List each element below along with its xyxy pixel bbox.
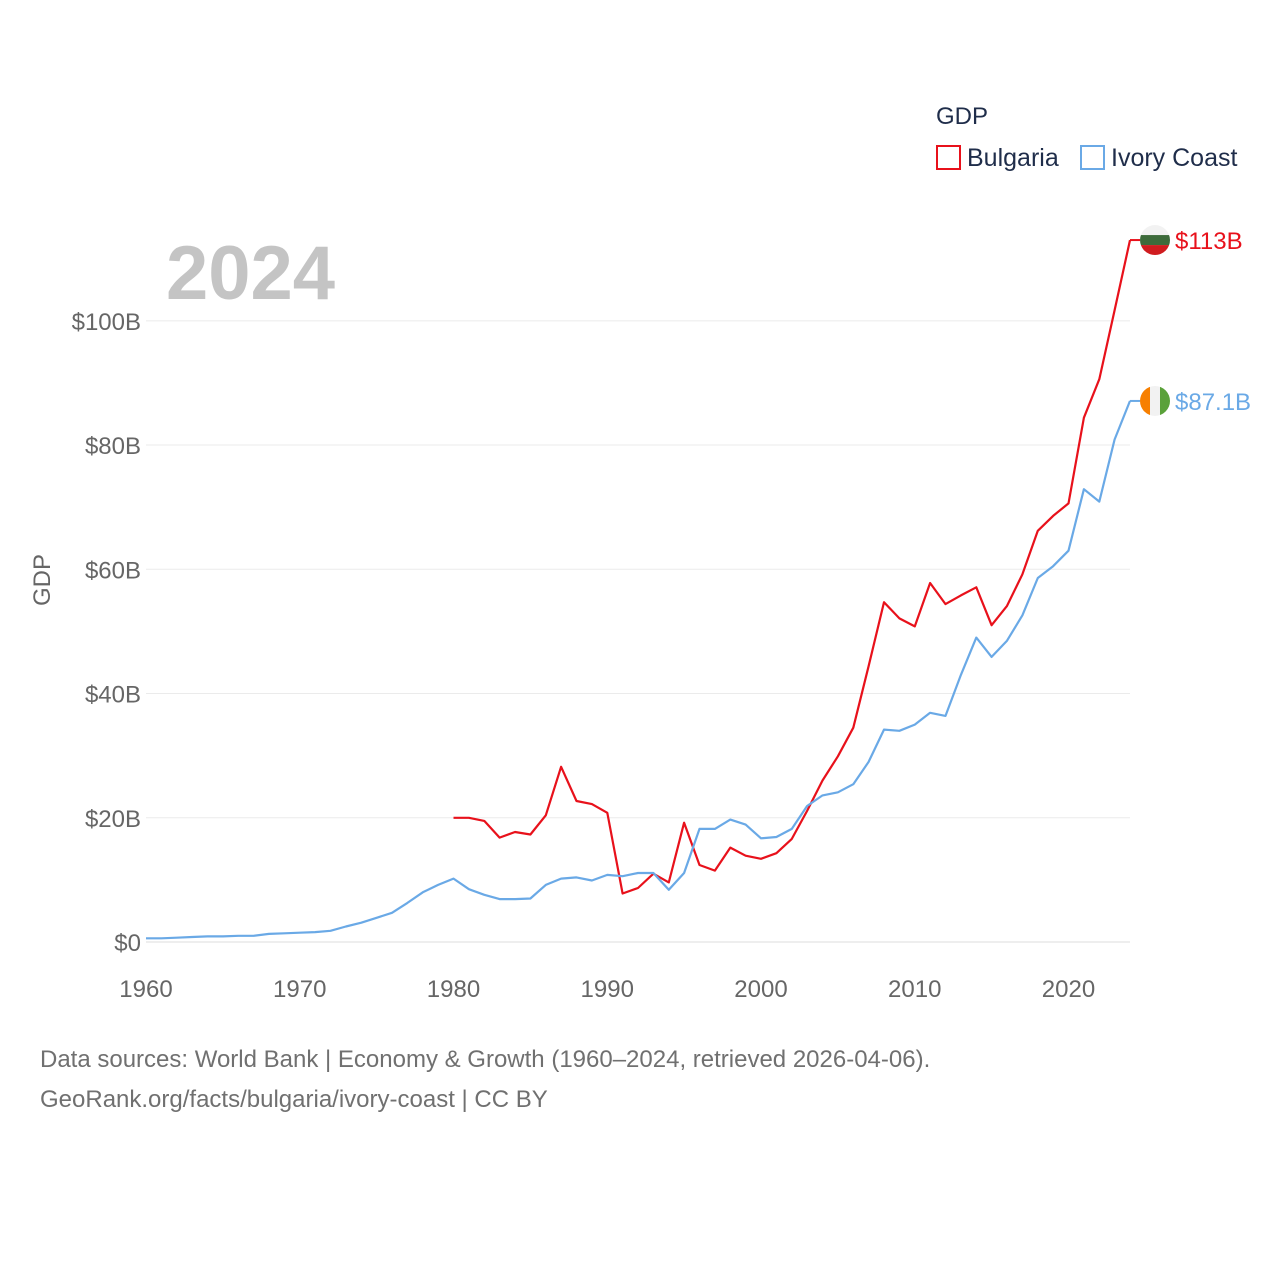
bulgaria-flag-icon <box>1140 225 1170 256</box>
y-tick-label: $40B <box>85 682 141 709</box>
year-label: 2024 <box>166 231 335 316</box>
x-tick-label: 1960 <box>119 976 172 1003</box>
source-note: Data sources: World Bank | Economy & Gro… <box>40 1040 1240 1120</box>
y-tick-label: $0 <box>114 930 141 957</box>
x-tick-label: 2020 <box>1042 976 1095 1003</box>
x-tick-label: 1980 <box>427 976 480 1003</box>
y-tick-label: $80B <box>85 433 141 460</box>
y-tick-label: $20B <box>85 806 141 833</box>
x-tick-label: 2000 <box>734 976 787 1003</box>
end-label-bulgaria: $113B <box>1175 228 1243 255</box>
y-axis-ticks: $0 $20B $40B $60B $80B $100B <box>72 309 141 957</box>
grid-lines <box>146 320 1130 943</box>
legend-label-bulgaria[interactable]: Bulgaria <box>967 144 1059 172</box>
series-end-markers: $113B $87.1B <box>1130 225 1251 416</box>
x-axis-ticks: 1960 1970 1980 1990 2000 2010 2020 <box>119 976 1095 1003</box>
legend-swatch-ivory-coast <box>1080 145 1105 170</box>
series-line-ivory-coast[interactable] <box>146 400 1132 940</box>
end-label-ivory-coast: $87.1B <box>1175 389 1251 416</box>
source-line-1: Data sources: World Bank | Economy & Gro… <box>40 1046 931 1073</box>
y-tick-label: $60B <box>85 557 141 584</box>
series-lines <box>146 239 1132 940</box>
legend-swatch-bulgaria <box>936 145 961 170</box>
series-line-bulgaria[interactable] <box>453 239 1132 895</box>
ivory-coast-flag-icon <box>1140 385 1170 416</box>
source-line-2[interactable]: GeoRank.org/facts/bulgaria/ivory-coast |… <box>40 1086 548 1113</box>
legend-label-ivory-coast[interactable]: Ivory Coast <box>1111 144 1237 172</box>
y-tick-label: $100B <box>72 309 141 336</box>
x-tick-label: 2010 <box>888 976 941 1003</box>
legend[interactable]: GDP Bulgaria Ivory Coast <box>936 103 1237 172</box>
x-tick-label: 1970 <box>273 976 326 1003</box>
y-axis-label: GDP <box>29 554 56 606</box>
gdp-line-chart: $0 $20B $40B $60B $80B $100B 1960 1970 1980 1990… <box>29 103 1251 1003</box>
x-tick-label: 1990 <box>581 976 634 1003</box>
legend-title: GDP <box>936 103 988 130</box>
